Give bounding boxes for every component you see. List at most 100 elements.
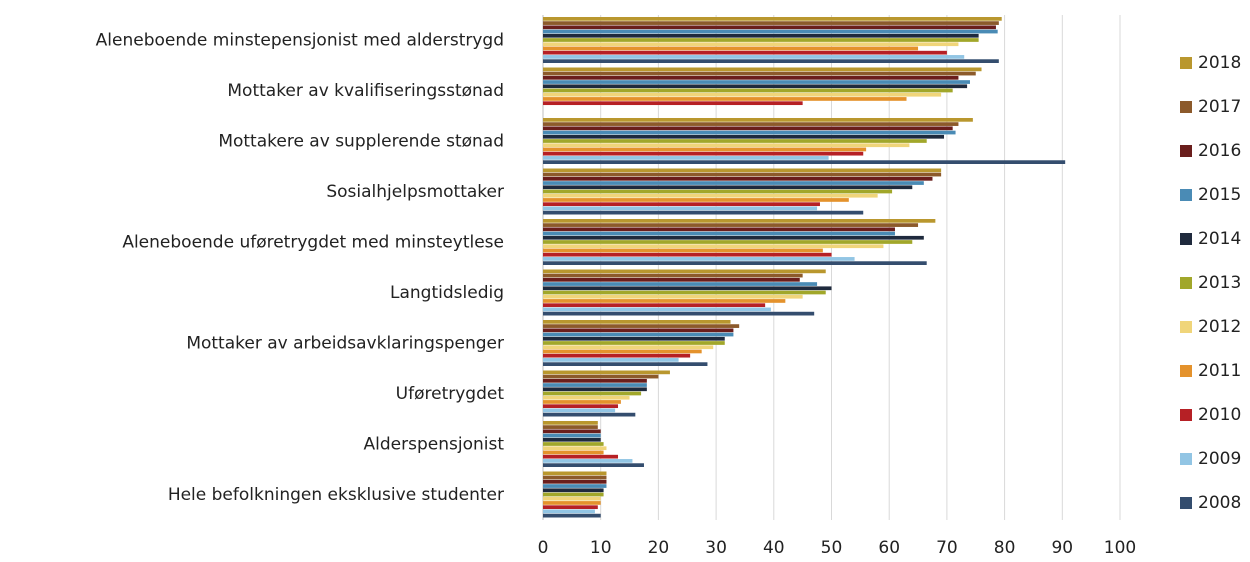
y-tick-label: Mottakere av supplerende stønad [218, 131, 504, 151]
bar [543, 46, 919, 51]
legend-swatch [1180, 277, 1192, 289]
bar [543, 328, 734, 333]
bar [543, 471, 607, 476]
x-tick-label: 90 [1051, 538, 1073, 558]
y-tick-label: Aleneboende uføretrygdet med minsteytles… [122, 232, 504, 252]
legend-label: 2012 [1198, 317, 1241, 337]
bar [543, 185, 913, 190]
bar [543, 17, 1002, 21]
bar [543, 38, 979, 42]
bar [543, 92, 942, 97]
bar [543, 118, 973, 122]
bar [543, 147, 867, 152]
bar [543, 29, 998, 34]
bar [543, 240, 913, 244]
x-tick-label: 100 [1104, 538, 1136, 558]
bar [543, 84, 968, 89]
bar [543, 437, 601, 442]
bar [543, 421, 598, 425]
bar [543, 362, 708, 366]
bar [543, 42, 959, 47]
y-tick-label: Alderspensjonist [364, 434, 505, 454]
bar [543, 67, 982, 72]
bar [543, 235, 924, 240]
x-tick-label: 80 [994, 538, 1016, 558]
legend-label: 2013 [1198, 273, 1241, 293]
bar [543, 391, 642, 396]
bar [543, 277, 800, 282]
bar [543, 143, 910, 148]
y-tick-label: Sosialhjelpsmottaker [326, 182, 504, 202]
bar [543, 134, 945, 139]
bar [543, 198, 849, 202]
bar [543, 160, 1066, 164]
bar [543, 252, 832, 257]
bar [543, 404, 619, 409]
bar [543, 459, 633, 463]
bar [543, 172, 942, 177]
bar [543, 378, 647, 383]
bar [543, 193, 878, 198]
bar [543, 202, 820, 207]
legend-label: 2018 [1198, 53, 1241, 73]
bar [543, 479, 607, 484]
bar [543, 324, 740, 328]
y-tick-label: Mottaker av kvalifiseringsstønad [227, 81, 504, 101]
bar [543, 50, 947, 55]
bar [543, 189, 893, 194]
bar [543, 156, 829, 160]
bar [543, 219, 936, 223]
legend-swatch [1180, 233, 1192, 245]
x-tick-label: 60 [878, 538, 900, 558]
bar [543, 21, 999, 25]
bar [543, 75, 959, 80]
bar [543, 176, 933, 181]
bar [543, 488, 604, 493]
bar [543, 97, 907, 101]
bar [543, 450, 604, 455]
bar [543, 505, 598, 510]
bar [543, 433, 601, 438]
bar [543, 400, 621, 404]
bar [543, 383, 647, 387]
bar [543, 273, 803, 278]
bar [543, 332, 734, 337]
bar [543, 412, 636, 417]
bar [543, 501, 601, 505]
y-tick-label: Aleneboende minstepensjonist med alderst… [96, 30, 504, 50]
bar [543, 429, 601, 434]
y-tick-label: Hele befolkningen eksklusive studenter [168, 485, 504, 505]
legend-swatch [1180, 497, 1192, 509]
bar [543, 223, 919, 227]
bar [543, 307, 771, 312]
bar [543, 244, 884, 249]
bar [543, 33, 979, 38]
x-tick-label: 10 [590, 538, 612, 558]
bar [543, 248, 823, 253]
x-tick-label: 20 [648, 538, 670, 558]
bar [543, 395, 630, 400]
bar [543, 509, 595, 514]
bar [543, 59, 999, 63]
bar [543, 353, 691, 358]
bar [543, 257, 855, 261]
bar [543, 349, 702, 354]
bar [543, 101, 803, 106]
bar [543, 303, 766, 308]
bar [543, 80, 970, 84]
bar [543, 408, 616, 413]
x-tick-label: 40 [763, 538, 785, 558]
legend-swatch [1180, 145, 1192, 157]
bar [543, 151, 864, 156]
bar [543, 55, 965, 59]
bar [543, 463, 644, 467]
x-tick-label: 30 [705, 538, 727, 558]
bar [543, 358, 679, 362]
bar [543, 126, 953, 131]
x-tick-label: 0 [538, 538, 549, 558]
bar [543, 387, 647, 392]
legend-label: 2014 [1198, 229, 1241, 249]
bar [543, 374, 659, 379]
bar [543, 496, 601, 501]
legend-label: 2016 [1198, 141, 1241, 161]
